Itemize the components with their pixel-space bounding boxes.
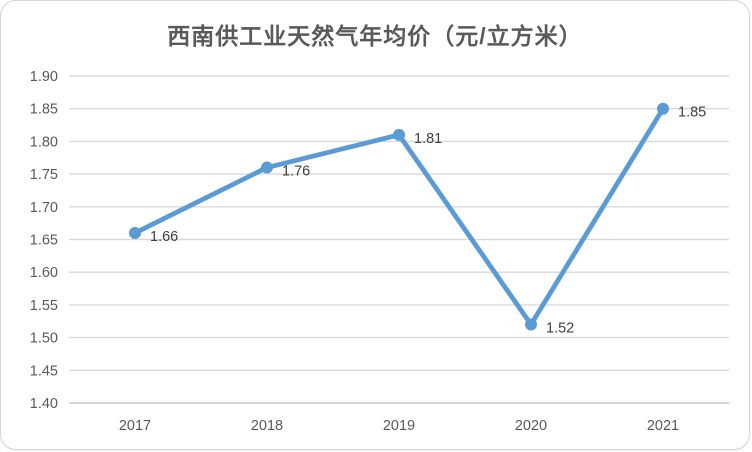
y-axis-tick-label: 1.45 <box>30 363 58 379</box>
y-axis-tick-label: 1.75 <box>30 167 58 183</box>
y-axis-tick-label: 1.70 <box>30 200 58 216</box>
data-point-label: 1.85 <box>678 105 706 121</box>
data-point-marker <box>657 102 669 115</box>
data-point-marker <box>261 161 273 174</box>
x-axis-tick-label: 2018 <box>251 418 283 434</box>
data-point-label: 1.66 <box>150 229 178 245</box>
data-point-marker <box>129 226 141 239</box>
x-axis-tick-label: 2021 <box>647 418 679 434</box>
y-axis-tick-label: 1.40 <box>30 396 58 412</box>
x-axis-tick-label: 2017 <box>119 418 151 434</box>
data-point-label: 1.81 <box>414 131 442 147</box>
y-axis-tick-label: 1.55 <box>30 298 58 314</box>
data-point-label: 1.76 <box>282 164 310 180</box>
y-axis-tick-label: 1.65 <box>30 233 58 249</box>
chart-title: 西南供工业天然气年均价（元/立方米） <box>167 23 583 49</box>
y-axis-tick-label: 1.50 <box>30 331 58 347</box>
y-axis-tick-label: 1.90 <box>30 69 58 85</box>
data-point-marker <box>393 128 405 141</box>
x-axis-tick-label: 2019 <box>383 418 415 434</box>
y-axis-tick-label: 1.60 <box>30 265 58 281</box>
y-axis-tick-label: 1.80 <box>30 134 58 150</box>
x-axis-tick-label: 2020 <box>515 418 547 434</box>
y-axis-tick-label: 1.85 <box>30 102 58 118</box>
data-point-marker <box>525 318 537 331</box>
data-point-label: 1.52 <box>546 321 574 337</box>
